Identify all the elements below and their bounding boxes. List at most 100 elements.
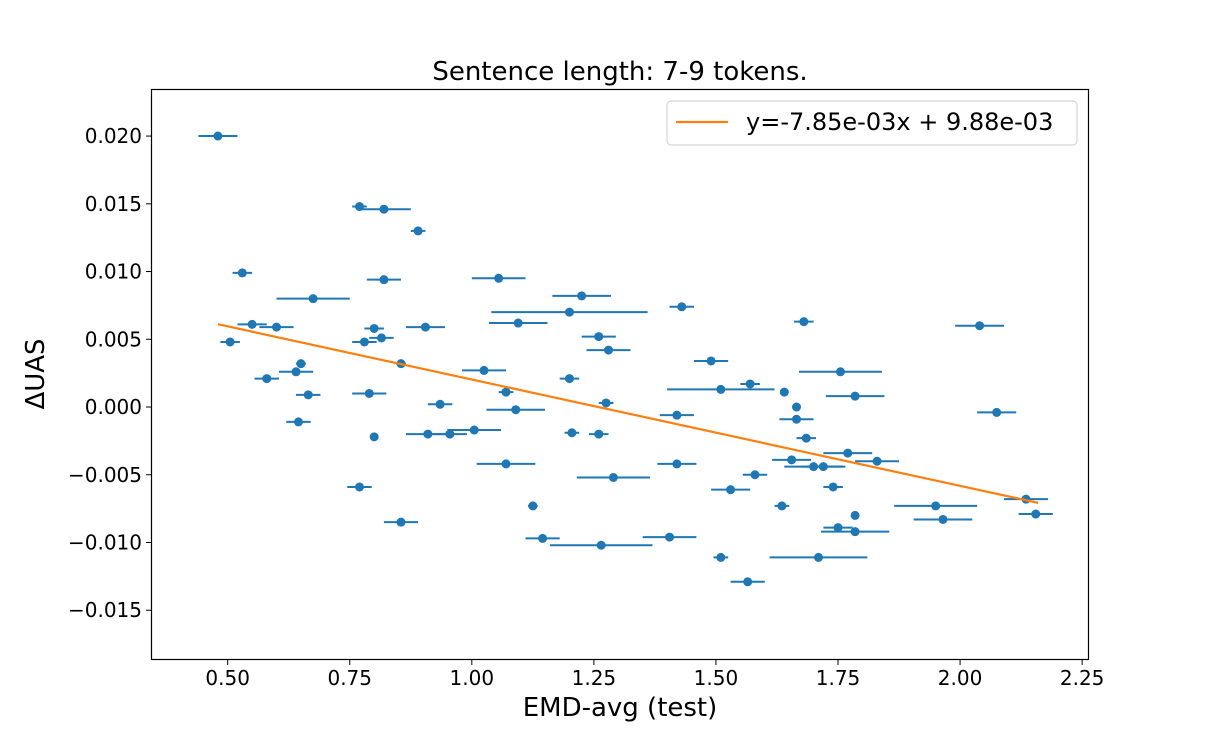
data-point — [955, 321, 1005, 331]
data-point — [823, 523, 853, 533]
y-axis-label: ΔUAS — [21, 338, 51, 409]
x-axis: 0.50 0.75 1.00 1.25 1.50 1.75 2.00 2.25 — [205, 659, 1104, 690]
data-point — [296, 359, 306, 369]
point-marker — [792, 402, 802, 412]
data-point — [237, 319, 267, 329]
data-point — [198, 131, 238, 141]
point-marker — [567, 428, 577, 438]
point-marker — [792, 414, 802, 424]
y-axis: −0.015 −0.010 −0.005 0.000 0.005 0.010 0.015 0.… — [68, 124, 152, 622]
point-marker — [247, 319, 257, 329]
x-tick-label: 2.00 — [938, 666, 983, 690]
data-point — [823, 448, 873, 458]
point-marker — [938, 514, 948, 524]
data-point — [581, 332, 616, 342]
point-marker — [369, 432, 379, 442]
data-point — [801, 462, 846, 472]
point-marker — [726, 485, 736, 495]
data-point — [588, 429, 609, 439]
data-point — [740, 379, 760, 389]
y-tick-label: −0.015 — [68, 598, 142, 622]
point-marker — [262, 374, 272, 384]
x-tick-label: 0.50 — [205, 666, 250, 690]
axes-frame — [150, 88, 1090, 661]
point-marker — [594, 429, 604, 439]
point-marker — [359, 337, 369, 347]
data-point — [549, 540, 653, 550]
point-marker — [975, 321, 985, 331]
x-tick-label: 1.50 — [694, 666, 739, 690]
point-marker — [213, 131, 223, 141]
point-marker — [272, 322, 282, 332]
data-point — [259, 322, 294, 332]
data-point — [525, 533, 560, 543]
x-tick-label: 0.75 — [327, 666, 372, 690]
legend-box — [666, 100, 1078, 146]
data-point — [278, 367, 314, 377]
point-marker — [396, 517, 406, 527]
point-marker — [833, 523, 843, 533]
point-marker — [511, 405, 521, 415]
data-point — [693, 356, 729, 366]
point-marker — [528, 501, 538, 511]
data-point — [598, 398, 614, 408]
data-point — [462, 365, 506, 375]
data-point — [772, 455, 812, 465]
data-point — [486, 405, 546, 415]
data-point — [220, 337, 240, 347]
data-point — [364, 323, 384, 333]
point-marker — [850, 391, 860, 401]
x-axis-label: EMD-avg (test) — [523, 693, 718, 723]
point-marker — [379, 275, 389, 285]
data-point — [552, 291, 611, 301]
point-marker — [293, 417, 303, 427]
point-marker — [513, 318, 523, 328]
data-point — [794, 317, 814, 327]
point-marker — [413, 226, 423, 236]
point-marker — [308, 294, 318, 304]
point-marker — [706, 356, 716, 366]
data-point — [642, 532, 697, 542]
y-tick-label: 0.005 — [85, 327, 142, 351]
point-marker — [501, 459, 511, 469]
point-marker — [992, 407, 1002, 417]
point-marker — [750, 470, 760, 480]
point-marker — [843, 448, 853, 458]
point-marker — [677, 302, 687, 312]
data-point — [742, 470, 768, 480]
data-point — [559, 374, 580, 384]
data-point — [798, 367, 882, 377]
point-marker — [376, 333, 386, 343]
legend: y=-7.85e-03x + 9.88e-03 — [666, 100, 1078, 146]
point-marker — [672, 459, 682, 469]
point-marker — [743, 577, 753, 587]
data-point — [820, 527, 890, 537]
data-point — [254, 374, 279, 384]
data-point — [347, 482, 372, 492]
data-point — [276, 294, 350, 304]
data-point — [369, 333, 394, 343]
data-point — [713, 552, 729, 562]
data-point — [447, 425, 502, 435]
data-point — [488, 318, 548, 328]
data-point — [792, 402, 802, 412]
point-marker — [501, 387, 511, 397]
point-marker — [364, 388, 374, 398]
data-point — [405, 322, 445, 332]
data-point — [586, 345, 631, 355]
point-marker — [355, 482, 365, 492]
data-point — [825, 391, 885, 401]
data-point — [894, 501, 978, 511]
point-marker — [420, 322, 430, 332]
data-point — [769, 552, 868, 562]
data-point — [855, 456, 900, 466]
point-marker — [813, 552, 823, 562]
data-point — [471, 273, 526, 283]
data-point — [711, 485, 751, 495]
data-point — [432, 429, 467, 439]
point-marker — [564, 307, 574, 317]
data-point — [669, 302, 694, 312]
point-marker — [596, 540, 606, 550]
data-point — [491, 307, 648, 317]
